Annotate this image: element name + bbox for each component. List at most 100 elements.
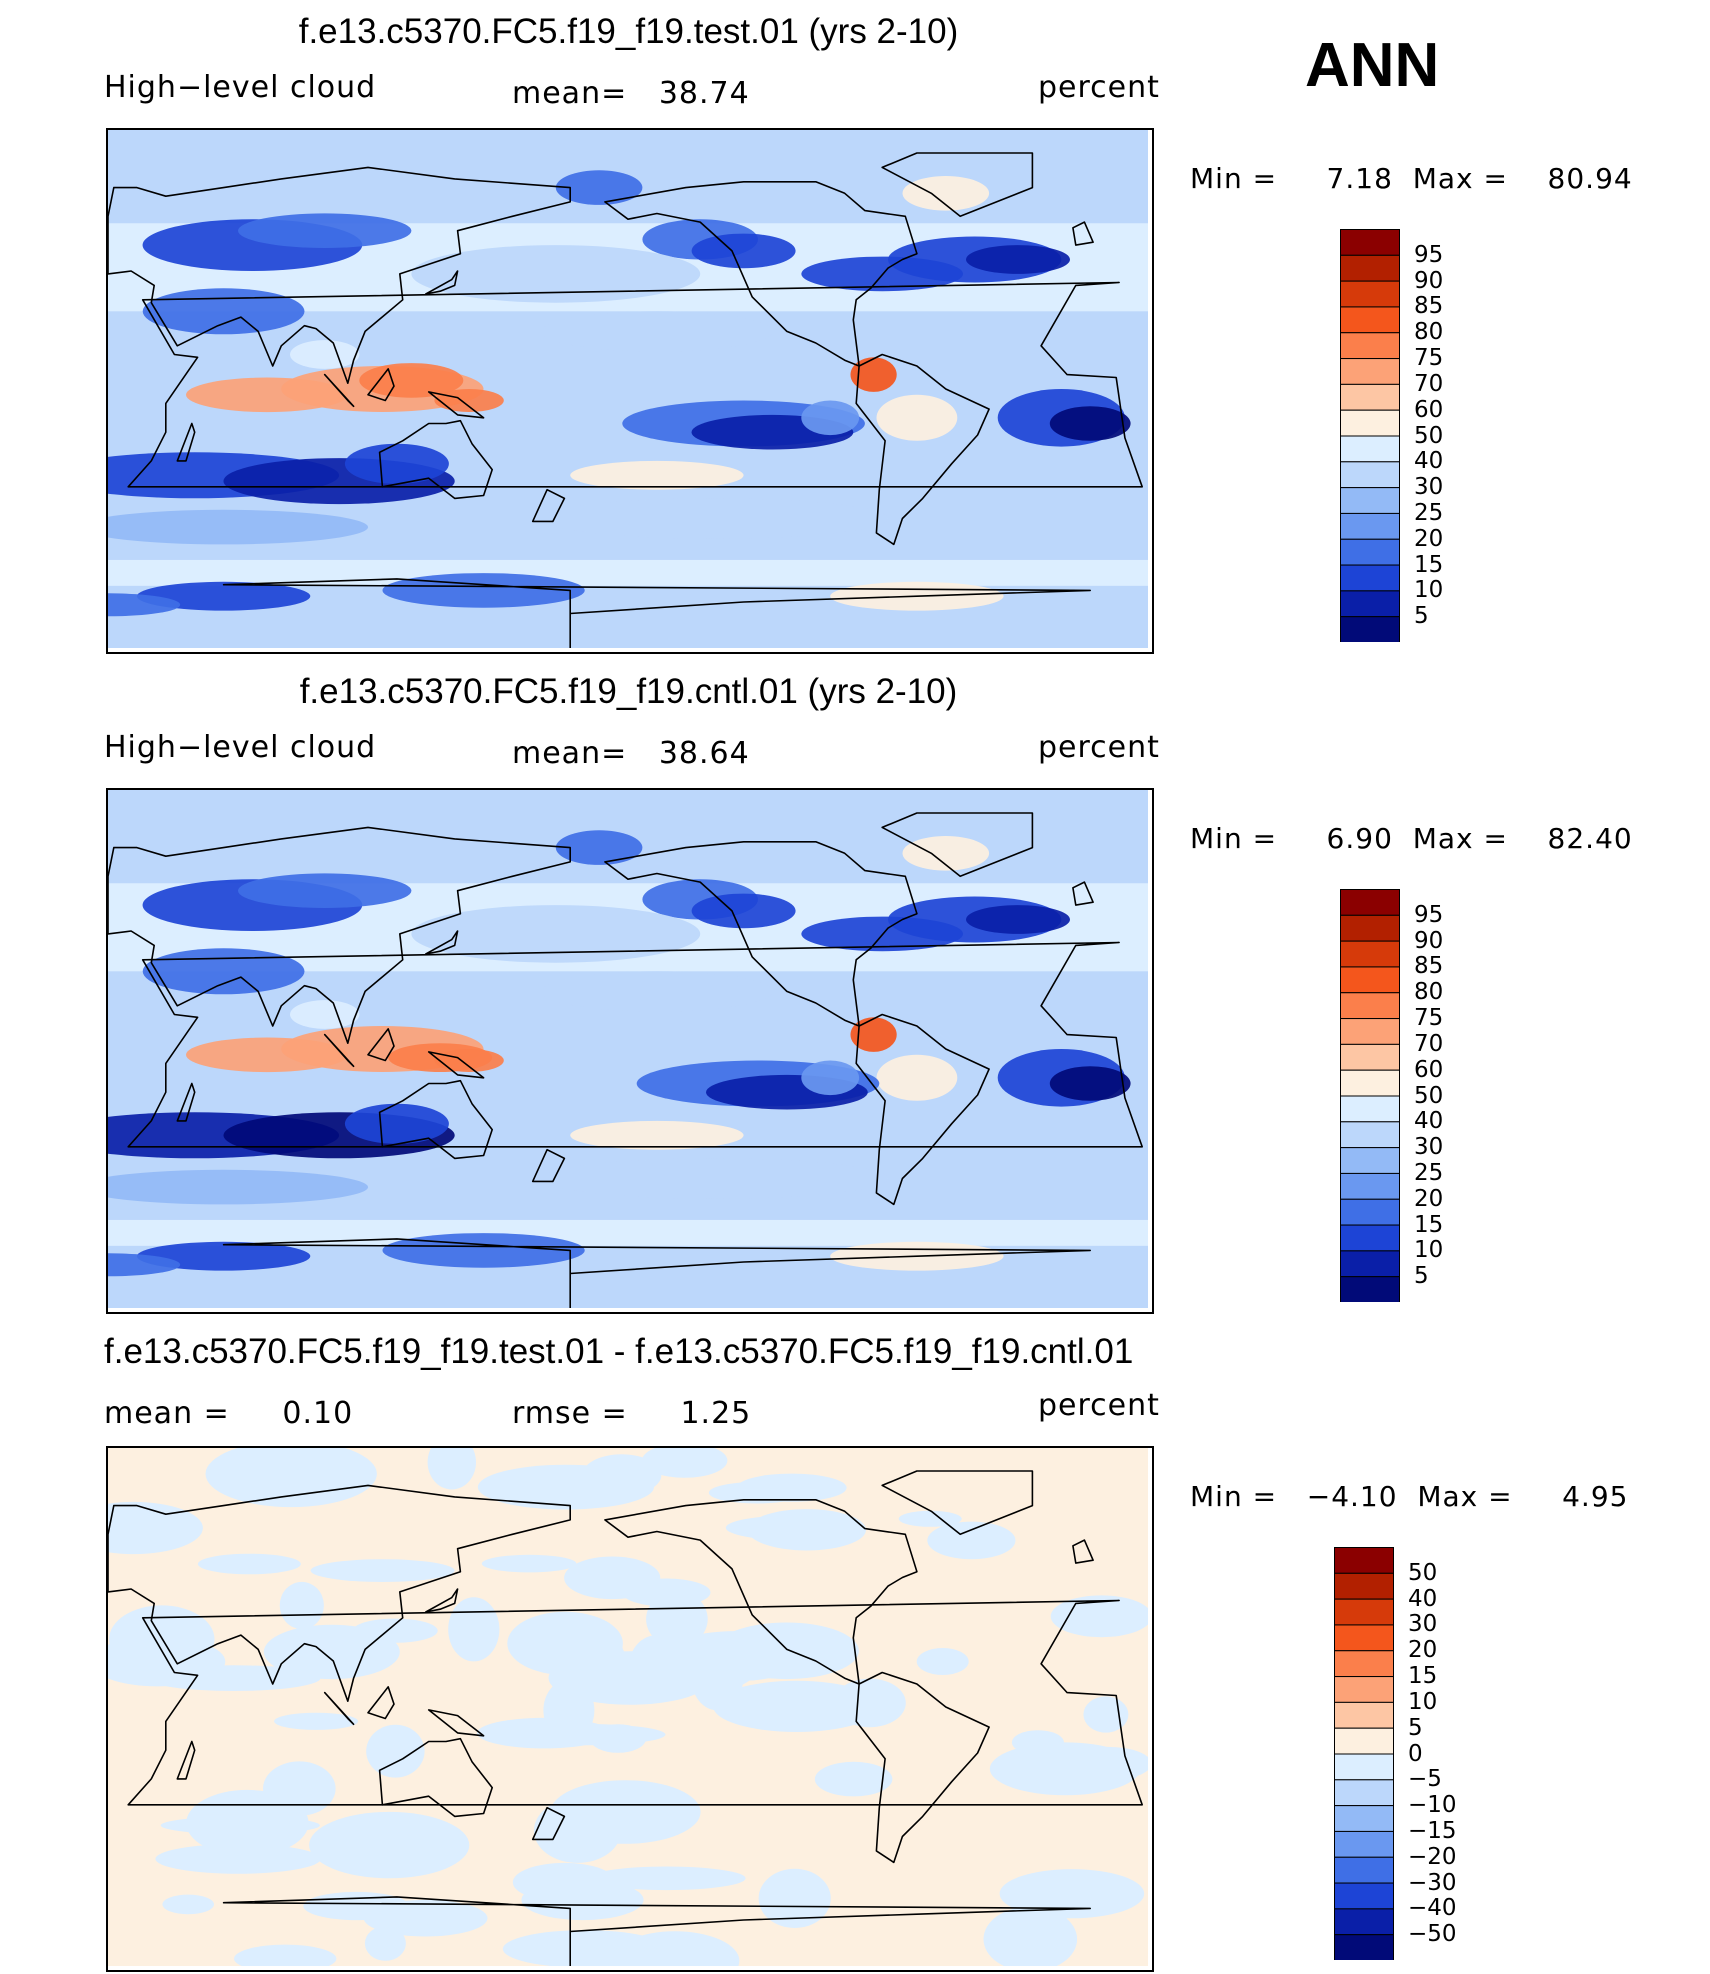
colorbar-tick-label: 75 bbox=[1414, 1005, 1444, 1032]
coastline bbox=[531, 1148, 566, 1183]
colorbar-swatch bbox=[1340, 383, 1400, 411]
contour-region bbox=[108, 1169, 368, 1205]
contour-region bbox=[290, 1000, 360, 1029]
contour-region bbox=[363, 1899, 488, 1937]
colorbar-swatch bbox=[1340, 1172, 1400, 1200]
colorbar-swatch bbox=[1334, 1727, 1394, 1755]
contour-region bbox=[876, 1054, 958, 1101]
colorbar-swatch bbox=[1340, 538, 1400, 566]
panel1-title: f.e13.c5370.FC5.f19_f19.test.01 (yrs 2-1… bbox=[298, 12, 959, 51]
colorbar-tick-label: 30 bbox=[1414, 1134, 1444, 1161]
colorbar-swatch bbox=[1340, 254, 1400, 282]
contour-region bbox=[136, 581, 311, 611]
colorbar-swatch bbox=[1340, 992, 1400, 1020]
contour-region bbox=[477, 1464, 654, 1510]
colorbar-tick-label: 10 bbox=[1408, 1688, 1438, 1715]
colorbar-svg bbox=[1340, 229, 1400, 643]
colorbar-tick-label: 15 bbox=[1414, 1211, 1444, 1238]
contour-region bbox=[108, 593, 181, 617]
colorbar-tick-label: 30 bbox=[1414, 474, 1444, 501]
colorbar-tick-label: 85 bbox=[1414, 953, 1444, 980]
colorbar-swatch bbox=[1340, 409, 1400, 437]
contour-region bbox=[801, 1060, 860, 1096]
panel2-units-label: percent bbox=[1038, 730, 1160, 765]
contour-region bbox=[499, 1723, 666, 1746]
contour-region bbox=[550, 1780, 701, 1844]
contour-region bbox=[197, 1553, 301, 1575]
contour-region bbox=[916, 1648, 969, 1675]
contour-region bbox=[999, 1869, 1145, 1919]
contour-region bbox=[364, 1926, 406, 1961]
contour-region bbox=[814, 1761, 893, 1797]
colorbar-swatch bbox=[1340, 1069, 1400, 1097]
coastline bbox=[427, 1709, 485, 1737]
contour-region bbox=[548, 1651, 713, 1705]
coastline bbox=[378, 1737, 494, 1818]
colorbar-tick-label: 20 bbox=[1408, 1637, 1438, 1664]
coastline bbox=[323, 1033, 355, 1068]
panel3-units-label: percent bbox=[1038, 1388, 1160, 1423]
colorbar-swatch bbox=[1334, 1779, 1394, 1807]
coastline bbox=[127, 281, 1143, 488]
coastline bbox=[604, 180, 918, 367]
colorbar-tick-label: 95 bbox=[1414, 901, 1444, 928]
coastline bbox=[531, 1806, 566, 1841]
coastline bbox=[367, 1686, 395, 1720]
contour-region bbox=[610, 1931, 740, 1970]
colorbar-swatch bbox=[1340, 1276, 1400, 1303]
colorbar-tick-label: 75 bbox=[1414, 345, 1444, 372]
coastline bbox=[176, 1082, 196, 1122]
panel2-variable-label: High−level cloud bbox=[104, 730, 377, 765]
colorbar-tick-label: 20 bbox=[1414, 525, 1444, 552]
contour-region bbox=[725, 1515, 861, 1541]
colorbar-tick-label: 15 bbox=[1408, 1663, 1438, 1690]
panel1-variable-label: High−level cloud bbox=[104, 70, 377, 105]
contour-region bbox=[434, 389, 504, 412]
contour-region bbox=[411, 905, 701, 963]
colorbar-tick-label: 60 bbox=[1414, 1056, 1444, 1083]
contour-region bbox=[234, 1944, 337, 1970]
colorbar-tick-label: −10 bbox=[1408, 1792, 1457, 1819]
colorbar-tick-label: 50 bbox=[1414, 422, 1444, 449]
panel2-minmax: Min = 6.90 Max = 82.40 bbox=[1190, 822, 1633, 855]
colorbar-swatch bbox=[1334, 1598, 1394, 1626]
contour-region bbox=[136, 1241, 311, 1271]
panel3-title: f.e13.c5370.FC5.f19_f19.test.01 - f.e13.… bbox=[104, 1332, 1134, 1371]
contour-region bbox=[521, 1879, 644, 1921]
contour-region bbox=[622, 1578, 711, 1607]
contour-region bbox=[366, 1724, 425, 1778]
coastline bbox=[855, 1013, 990, 1206]
contour-region bbox=[833, 1678, 906, 1728]
colorbar-swatch bbox=[1334, 1624, 1394, 1652]
contour-region bbox=[108, 1501, 203, 1555]
colorbar-swatch bbox=[1340, 616, 1400, 643]
contour-region bbox=[382, 573, 585, 608]
contour-region bbox=[1050, 1595, 1152, 1638]
contour-region bbox=[309, 1811, 470, 1879]
coastline bbox=[127, 941, 1143, 1148]
colorbar-tick-label: 20 bbox=[1414, 1185, 1444, 1212]
contour-region bbox=[555, 170, 643, 205]
contour-region bbox=[570, 460, 744, 490]
colorbar-swatch bbox=[1340, 280, 1400, 308]
coastline bbox=[367, 368, 395, 402]
colorbar-swatch bbox=[1334, 1547, 1394, 1574]
colorbar-swatch bbox=[1340, 435, 1400, 463]
coastline bbox=[881, 1470, 1034, 1536]
colorbar-tick-label: 60 bbox=[1414, 396, 1444, 423]
colorbar-tick-label: 80 bbox=[1414, 979, 1444, 1006]
contour-region bbox=[966, 245, 1070, 274]
contour-region bbox=[587, 1866, 746, 1891]
coastline bbox=[108, 1484, 572, 1702]
coastline bbox=[222, 578, 1092, 649]
contour-region bbox=[274, 1712, 359, 1730]
contour-region bbox=[162, 1894, 214, 1915]
contour-region bbox=[186, 1789, 309, 1857]
colorbar-swatch bbox=[1340, 512, 1400, 540]
colorbar-swatch bbox=[1340, 358, 1400, 385]
contour-region bbox=[570, 1120, 744, 1150]
colorbar-tick-label: 40 bbox=[1408, 1585, 1438, 1612]
colorbar-swatch bbox=[1340, 1095, 1400, 1123]
panel2-map bbox=[106, 788, 1154, 1314]
contour-region bbox=[155, 1844, 321, 1874]
